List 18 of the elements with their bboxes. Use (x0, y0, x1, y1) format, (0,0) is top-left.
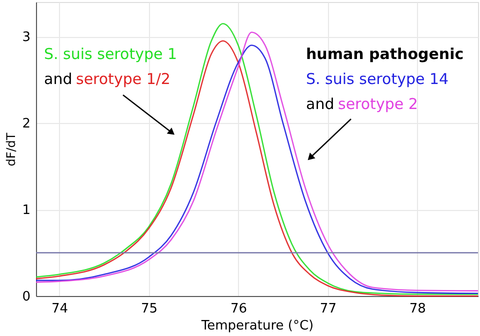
y-tick-label: 2 (22, 116, 30, 132)
x-tick-label: 76 (230, 302, 247, 316)
x-tick-label: 75 (140, 302, 158, 316)
x-tick-label: 74 (51, 302, 68, 316)
annotation: S. suis serotype 1 (44, 45, 178, 63)
x-tick-label: 78 (409, 302, 426, 316)
annotation: serotype 2 (338, 95, 418, 113)
y-tick-label: 3 (22, 30, 30, 46)
x-tick-label: 77 (320, 302, 336, 316)
annotation: human pathogenic (306, 45, 464, 63)
annotation: S. suis serotype 14 (306, 70, 449, 88)
y-tick-label: 1 (22, 203, 30, 218)
y-tick-label: 0 (22, 290, 30, 304)
annotation: and (44, 70, 72, 88)
y-axis-title: dF/dT (4, 132, 18, 166)
annotation: serotype 1/2 (76, 70, 170, 88)
x-axis-title: Temperature (°C) (200, 318, 314, 334)
annotation: and (306, 95, 334, 113)
